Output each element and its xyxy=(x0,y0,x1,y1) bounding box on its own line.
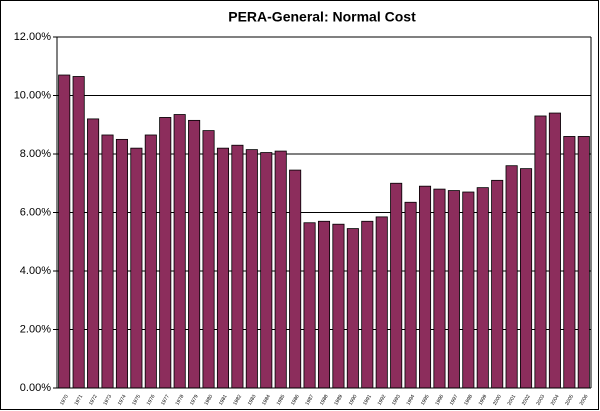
x-tick-label: 2006 xyxy=(579,394,590,407)
bar xyxy=(173,114,186,389)
bar xyxy=(390,182,403,389)
x-tick-label: 1976 xyxy=(146,394,157,407)
x-tick-label: 1973 xyxy=(102,394,113,407)
x-tick-label: 2003 xyxy=(535,394,546,407)
bar xyxy=(245,149,258,389)
bar xyxy=(476,187,489,389)
bar xyxy=(144,134,157,389)
bar xyxy=(563,136,576,389)
x-tick-label: 1980 xyxy=(203,394,214,407)
bar xyxy=(72,76,85,389)
x-tick-label: 1994 xyxy=(405,394,416,407)
x-tick-label: 1975 xyxy=(131,394,142,407)
x-tick-label: 1989 xyxy=(333,394,344,407)
x-tick-label: 1981 xyxy=(218,394,229,407)
bar xyxy=(115,138,128,389)
y-tick-label: 6.00% xyxy=(20,206,51,218)
y-tick-label: 4.00% xyxy=(20,265,51,277)
x-tick-label: 1997 xyxy=(449,394,460,407)
bar xyxy=(332,223,345,389)
x-tick-label: 1977 xyxy=(160,394,171,407)
bar xyxy=(577,136,590,389)
bar xyxy=(346,228,359,389)
x-tick-label: 1993 xyxy=(391,394,402,407)
bar xyxy=(101,134,114,389)
bar xyxy=(447,190,460,389)
x-tick-label: 1991 xyxy=(362,394,373,407)
x-tick-label: 1987 xyxy=(304,394,315,407)
x-tick-label: 1971 xyxy=(74,394,85,407)
y-tick-label: 12.00% xyxy=(14,31,52,43)
bar xyxy=(159,117,172,389)
bar xyxy=(317,220,331,389)
x-tick-label: 2000 xyxy=(492,394,503,407)
bar xyxy=(505,165,518,389)
bar xyxy=(361,220,374,389)
bar xyxy=(375,216,388,389)
y-tick-label: 8.00% xyxy=(20,148,51,160)
bar xyxy=(231,144,244,389)
x-tick-label: 1984 xyxy=(261,394,272,407)
bar xyxy=(491,179,504,389)
bar xyxy=(274,150,287,389)
bar xyxy=(520,168,533,389)
x-tick-label: 2001 xyxy=(507,394,518,407)
bar xyxy=(87,118,100,389)
x-tick-label: 1996 xyxy=(434,394,445,407)
bar xyxy=(534,115,547,389)
y-tick-label: 0.00% xyxy=(20,382,51,394)
x-tick-label: 1985 xyxy=(276,394,287,407)
bar xyxy=(130,147,143,389)
bar xyxy=(303,222,316,389)
bar xyxy=(216,147,230,389)
x-tick-label: 1970 xyxy=(59,394,70,407)
bar xyxy=(202,130,215,389)
bar xyxy=(433,188,446,389)
x-tick-label: 1992 xyxy=(377,394,388,407)
x-tick-label: 1972 xyxy=(88,394,99,407)
x-tick-label: 1974 xyxy=(117,394,128,407)
bar xyxy=(289,169,302,389)
x-tick-label: 1999 xyxy=(478,394,489,407)
x-tick-label: 1998 xyxy=(463,394,474,407)
x-tick-label: 1983 xyxy=(247,394,258,407)
x-tick-label: 2004 xyxy=(550,394,561,407)
bar xyxy=(58,74,71,389)
y-tick-label: 10.00% xyxy=(14,89,52,101)
x-tick-label: 1986 xyxy=(290,394,301,407)
chart-title: PERA-General: Normal Cost xyxy=(228,9,416,25)
x-tick-label: 2002 xyxy=(521,394,532,407)
x-tick-label: 1990 xyxy=(348,394,359,407)
y-tick-label: 2.00% xyxy=(20,323,51,335)
bar xyxy=(188,119,201,389)
x-tick-label: 2005 xyxy=(564,394,575,407)
x-tick-label: 1979 xyxy=(189,394,200,407)
bar xyxy=(462,191,475,389)
bar xyxy=(418,185,432,389)
x-tick-label: 1995 xyxy=(420,394,431,407)
x-tick-label: 1982 xyxy=(232,394,243,407)
x-tick-label: 1988 xyxy=(319,394,330,407)
bar xyxy=(404,201,417,389)
bar xyxy=(260,152,273,389)
bar xyxy=(548,112,561,389)
x-tick-label: 1978 xyxy=(175,394,186,407)
